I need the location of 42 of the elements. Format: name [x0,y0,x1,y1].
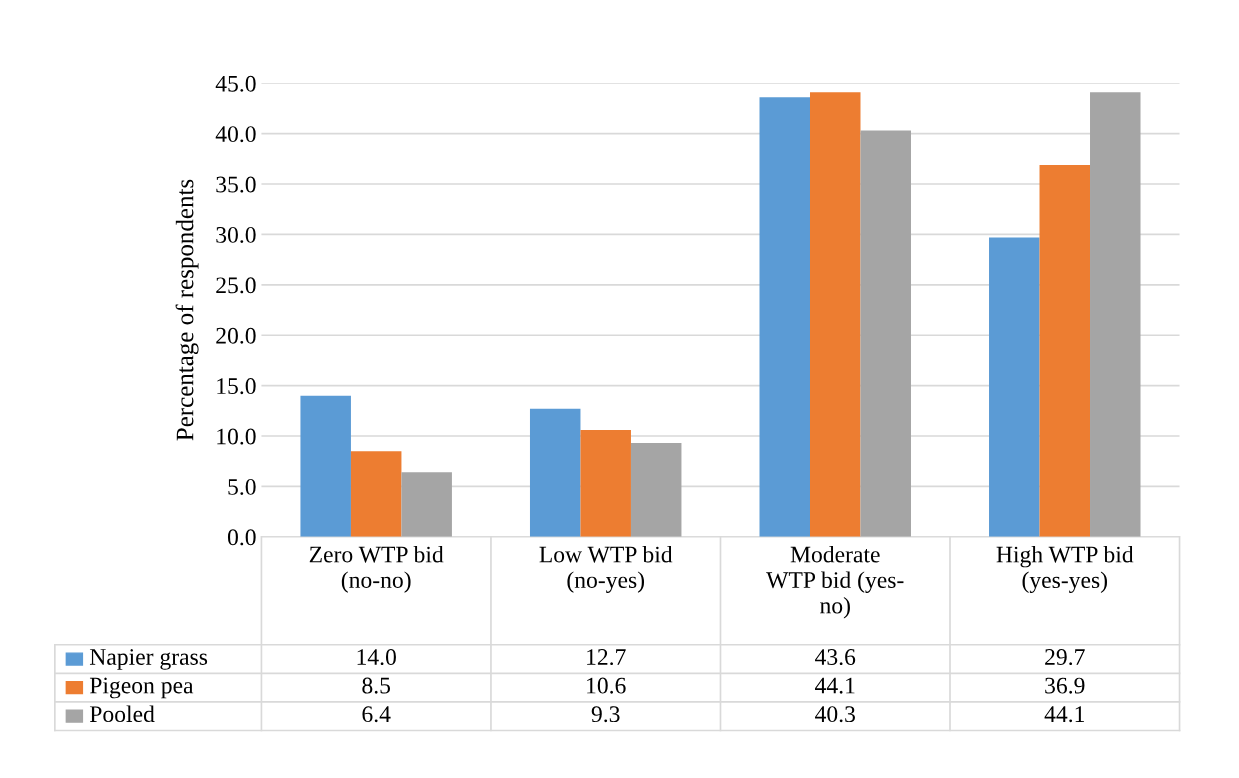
y-tick-label: 40.0 [215,126,256,143]
data-label: 9.3 [591,706,620,723]
bar [759,97,810,537]
bar [580,429,631,537]
bar [989,237,1040,537]
legend-label: Napier grass [89,649,208,670]
data-label: 14.0 [357,649,396,666]
y-tick-label: 45.0 [215,75,256,92]
y-axis-title: Percentage of respondents [175,179,199,441]
y-tick-label: 0.0 [227,529,256,546]
x-tick-label: Low WTP bid (no-yes) [539,545,673,593]
data-label: 44.1 [1044,706,1085,723]
bar [300,395,351,537]
data-label: 36.9 [1045,677,1085,694]
legend-label: Pigeon pea [89,677,194,699]
y-tick-label: 5.0 [228,478,256,495]
data-label: 44.1 [815,677,855,694]
bar [630,443,682,537]
data-label: 29.7 [1045,649,1085,666]
x-tick-label: High WTP bid (yes-yes) [996,545,1134,593]
x-tick-label: Zero WTP bid (no-no) [309,545,444,593]
bar [529,408,581,537]
bar [401,472,452,537]
x-tick-label: Moderate WTP bid (yes- no) [766,545,904,619]
bar [1039,164,1091,537]
y-tick-label: 35.0 [216,176,256,193]
y-tick-label: 10.0 [217,428,256,445]
legend-label: Pooled [89,705,155,723]
y-tick-label: 25.0 [216,277,256,294]
data-label: 12.7 [587,649,626,666]
bar [1090,92,1141,537]
data-label: 8.5 [362,677,391,694]
y-tick-label: 30.0 [216,226,256,243]
y-tick-label: 15.0 [217,378,256,395]
bar [860,130,911,537]
bar [809,92,861,537]
bar [350,451,402,537]
data-label: 40.3 [815,706,855,723]
data-label: 10.6 [587,677,626,694]
y-tick-label: 20.0 [216,327,256,344]
data-label: 43.6 [815,649,856,666]
data-label: 6.4 [362,706,391,723]
